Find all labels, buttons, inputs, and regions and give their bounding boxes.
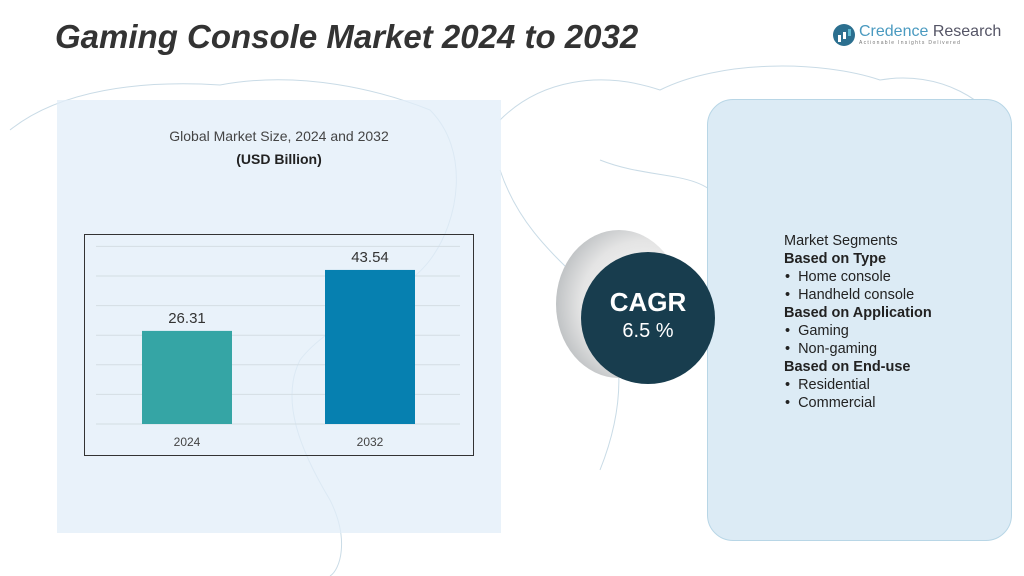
page-title: Gaming Console Market 2024 to 2032 [55,18,639,55]
segment-item: Residential [784,376,932,394]
logo-name-2: Research [928,23,1002,40]
cagr-value: 6.5 % [622,320,674,342]
segment-group-title: Based on End-use [784,359,911,375]
cagr-badge: CAGR 6.5 % [581,252,715,384]
bar-chart: 26.31 2024 43.54 2032 [84,234,474,456]
segment-item: Handheld console [784,286,932,304]
bar-chart-logo-icon [833,24,855,46]
plot-frame [84,234,474,456]
bar-2032 [325,269,415,424]
segments-heading: Market Segments [784,233,898,249]
segments-panel [707,99,1012,541]
segment-item: Home console [784,268,932,286]
segment-item: Commercial [784,394,932,412]
value-label: 26.31 [168,310,206,327]
chart-subtitle: (USD Billion) [236,151,322,167]
x-tick-label: 2032 [357,435,384,449]
value-label: 43.54 [351,249,389,266]
bar-2024 [142,330,232,424]
segment-item: Non-gaming [784,340,932,358]
credence-research-logo: Credence Research Actionable Insights De… [833,24,1001,46]
logo-tagline: Actionable Insights Delivered [859,40,962,46]
segment-group-title: Based on Type [784,251,887,267]
x-tick-label: 2024 [174,435,201,449]
chart-title: Global Market Size, 2024 and 2032 [169,128,389,144]
cagr-label: CAGR [609,287,687,317]
segment-item: Gaming [784,322,932,340]
market-segments: Market Segments Based on Type Home conso… [784,232,932,412]
logo-name-1: Credence [859,23,929,40]
market-size-panel [57,100,501,533]
segment-group-title: Based on Application [784,305,932,321]
